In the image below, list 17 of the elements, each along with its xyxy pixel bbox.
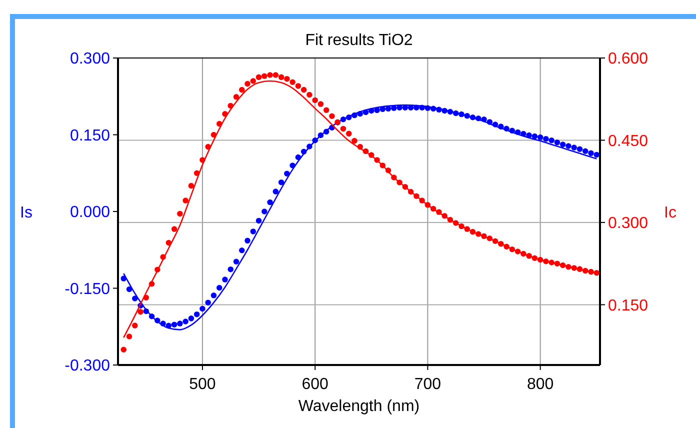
x-tick-label: 700	[414, 376, 442, 393]
y2-tick-label: 0.600	[608, 50, 648, 68]
y2-tick-label: 0.450	[608, 132, 648, 150]
x-tick-label: 500	[189, 376, 216, 393]
y-tick-label: -0.150	[64, 280, 110, 298]
y-tick-label: 0.000	[70, 204, 110, 222]
y-tick-label: -0.300	[64, 358, 110, 375]
y-axis-title: Is	[20, 204, 32, 222]
x-tick-label: 600	[302, 376, 329, 393]
y-tick-label: 0.150	[70, 127, 110, 144]
y-tick-label: 0.300	[70, 50, 110, 68]
chart-title: Fit results TiO2	[305, 32, 413, 49]
y2-axis-title: Ic	[664, 204, 676, 222]
y2-tick-label: 0.150	[608, 297, 648, 314]
x-tick-label: 800	[526, 376, 554, 393]
y2-tick-label: 0.300	[608, 215, 648, 232]
x-axis-title: Wavelength (nm)	[298, 398, 420, 415]
